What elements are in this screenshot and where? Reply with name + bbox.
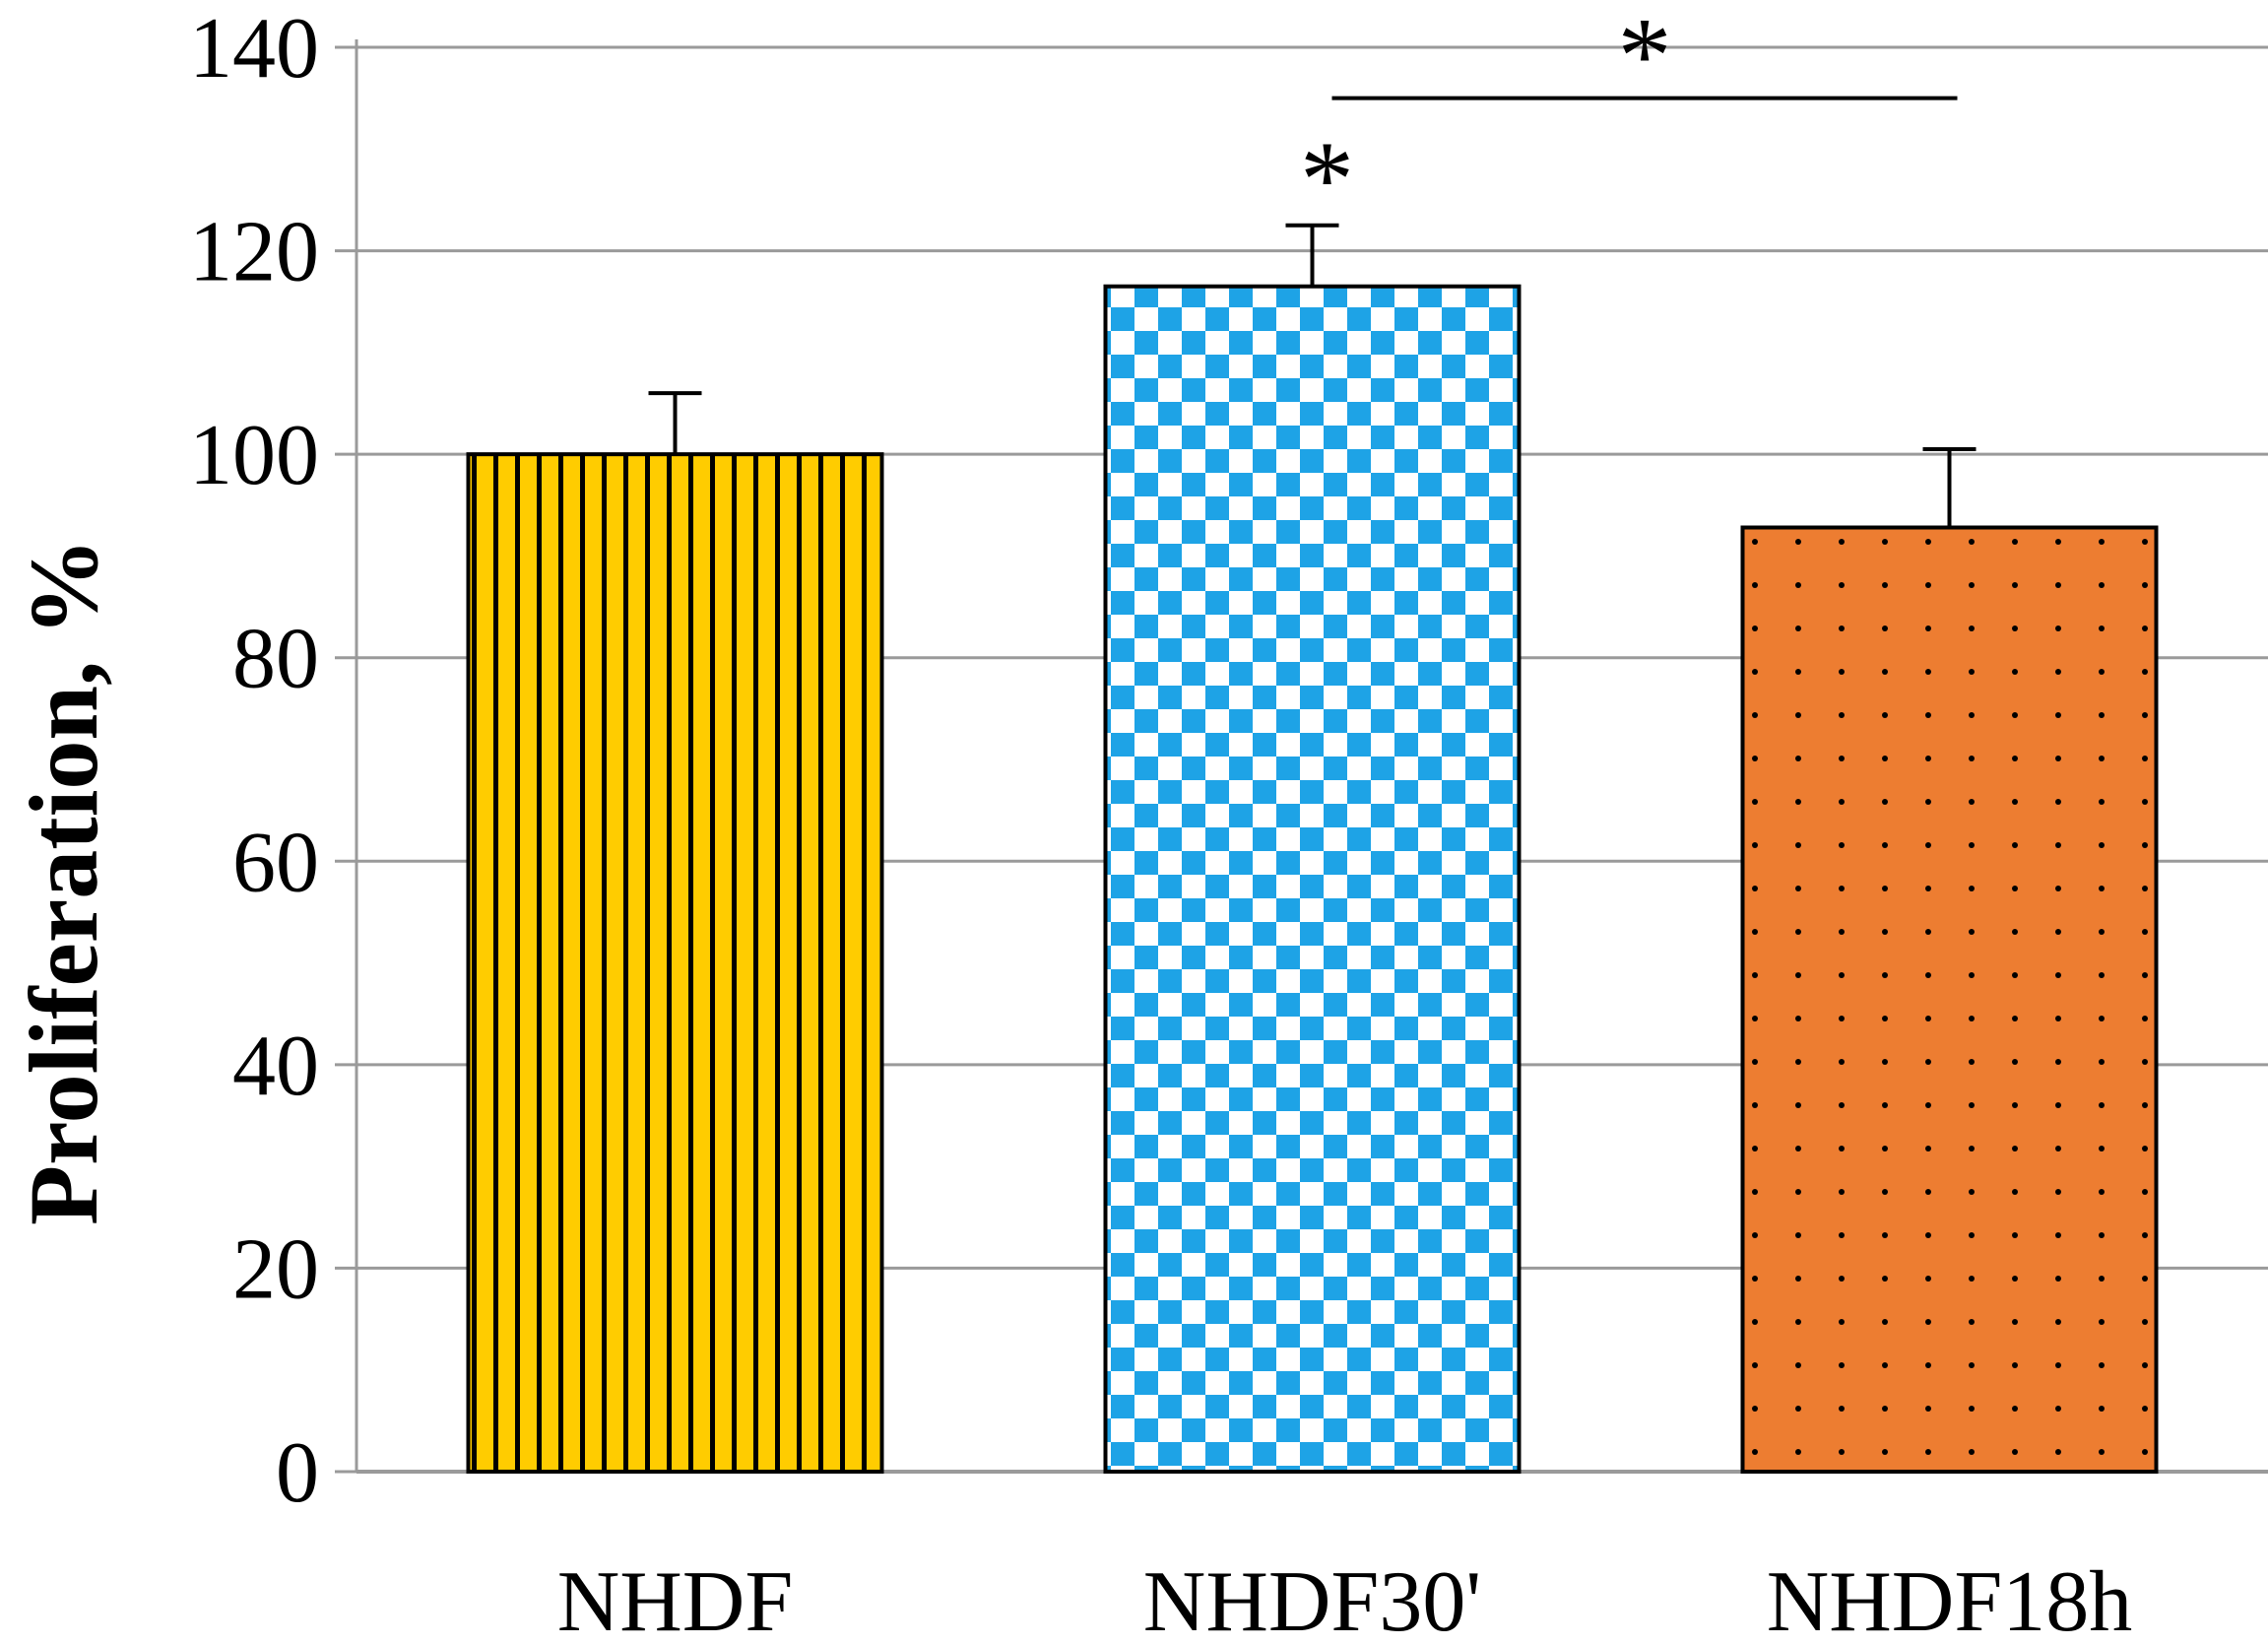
bar [466,452,884,1475]
y-tick-labels: 0 20 40 60 80 100 120 140 [189,1,319,1521]
y-tick-label: 140 [189,1,319,97]
y-tick-label: 80 [232,612,319,707]
y-tick-label: 20 [232,1221,319,1317]
bars [466,284,2159,1475]
x-category-label: NHDF30' [1143,1554,1481,1646]
error-bars [648,223,1976,528]
y-tick-label: 120 [189,205,319,300]
y-tick-label: 60 [232,815,319,910]
significance-star: * [1618,0,1672,116]
significance-annotations: ** [1300,0,1958,239]
bar [1740,525,2159,1474]
y-tick-label: 100 [189,408,319,503]
y-tick-label: 0 [276,1425,319,1521]
significance-star: * [1300,119,1354,239]
x-category-label: NHDF [557,1554,794,1646]
bar [1103,284,1522,1474]
x-category-label: NHDF18h [1767,1554,2133,1646]
x-category-labels: NHDF NHDF30' NHDF18h [557,1554,2133,1646]
y-tick-label: 40 [232,1019,319,1114]
y-axis-title: Proliferation, % [9,538,118,1225]
